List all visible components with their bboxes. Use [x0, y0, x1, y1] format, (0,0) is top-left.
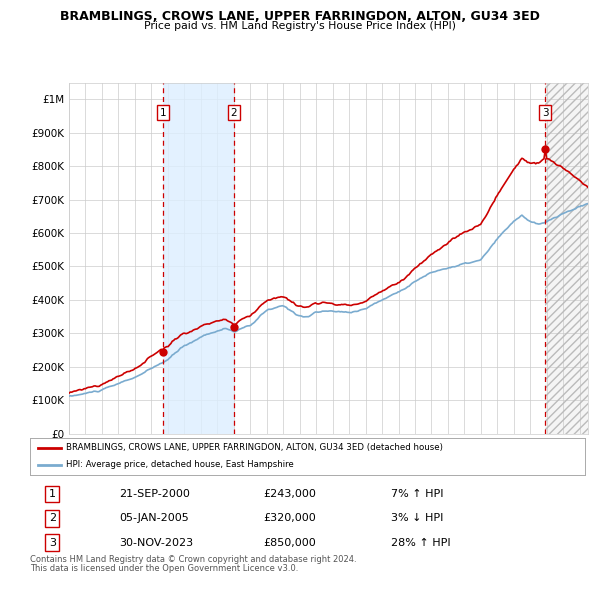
Text: BRAMBLINGS, CROWS LANE, UPPER FARRINGDON, ALTON, GU34 3ED (detached house): BRAMBLINGS, CROWS LANE, UPPER FARRINGDON… [66, 443, 443, 453]
Bar [545, 83, 588, 434]
Text: £243,000: £243,000 [263, 489, 316, 499]
Text: 2: 2 [49, 513, 56, 523]
Text: This data is licensed under the Open Government Licence v3.0.: This data is licensed under the Open Gov… [30, 564, 298, 573]
Text: 3% ↓ HPI: 3% ↓ HPI [391, 513, 443, 523]
Text: £850,000: £850,000 [263, 538, 316, 548]
Text: 28% ↑ HPI: 28% ↑ HPI [391, 538, 451, 548]
Bar [545, 83, 588, 434]
Text: 7% ↑ HPI: 7% ↑ HPI [391, 489, 443, 499]
Text: HPI: Average price, detached house, East Hampshire: HPI: Average price, detached house, East… [66, 460, 294, 470]
Text: 05-JAN-2005: 05-JAN-2005 [119, 513, 188, 523]
Text: £320,000: £320,000 [263, 513, 316, 523]
Text: 2: 2 [230, 108, 237, 117]
Text: Contains HM Land Registry data © Crown copyright and database right 2024.: Contains HM Land Registry data © Crown c… [30, 555, 356, 563]
Text: 3: 3 [542, 108, 548, 117]
Text: 1: 1 [49, 489, 56, 499]
Text: 1: 1 [160, 108, 167, 117]
Text: Price paid vs. HM Land Registry's House Price Index (HPI): Price paid vs. HM Land Registry's House … [144, 21, 456, 31]
Bar [163, 83, 234, 434]
Text: 30-NOV-2023: 30-NOV-2023 [119, 538, 193, 548]
Text: 3: 3 [49, 538, 56, 548]
Text: 21-SEP-2000: 21-SEP-2000 [119, 489, 190, 499]
Text: BRAMBLINGS, CROWS LANE, UPPER FARRINGDON, ALTON, GU34 3ED: BRAMBLINGS, CROWS LANE, UPPER FARRINGDON… [60, 10, 540, 23]
